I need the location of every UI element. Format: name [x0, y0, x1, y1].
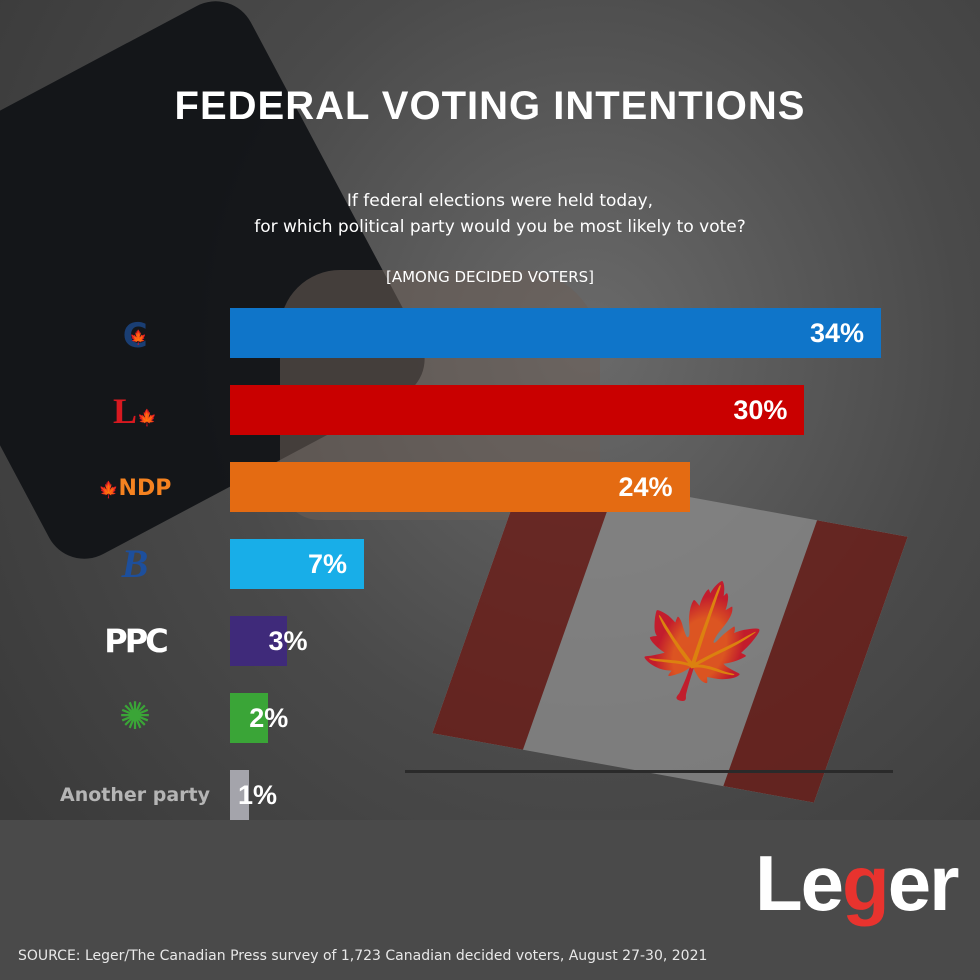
- bar: [230, 616, 288, 666]
- chart-title: FEDERAL VOTING INTENTIONS: [174, 84, 806, 128]
- ppc-logo-icon: PPC: [104, 622, 168, 660]
- another-party-label: Another party: [59, 784, 211, 806]
- ndp-logo-icon: 🍁NDP: [98, 476, 172, 501]
- bar: [230, 539, 365, 589]
- data-label: 3%: [268, 626, 308, 656]
- data-label: 2%: [249, 703, 289, 733]
- data-label: 24%: [618, 472, 673, 502]
- bar: [230, 308, 881, 358]
- bar: [230, 462, 690, 512]
- liberal-logo-icon: L🍁: [113, 391, 157, 431]
- subtitle: [AMONG DECIDED VOTERS]: [386, 268, 594, 286]
- data-label: 30%: [733, 395, 788, 425]
- bar: [230, 693, 269, 743]
- leger-logo: Leger: [755, 839, 959, 927]
- conservative-logo-icon: C🍁: [122, 316, 148, 356]
- question: If federal elections were held today, for…: [0, 188, 980, 240]
- data-label: 34%: [809, 318, 864, 348]
- green-logo-icon: ✺: [119, 694, 151, 738]
- ballot-box: [0, 820, 980, 980]
- question-line-2: for which political party would you be m…: [254, 217, 746, 237]
- bar: [230, 770, 250, 820]
- data-label: 1%: [238, 780, 278, 810]
- data-label: 7%: [308, 549, 348, 579]
- question-line-1: If federal elections were held today,: [346, 191, 654, 211]
- bloc-logo-icon: B: [121, 541, 149, 586]
- ballot-slot: [405, 770, 893, 773]
- bar: [230, 385, 805, 435]
- source-note: SOURCE: Leger/The Canadian Press survey …: [18, 948, 708, 964]
